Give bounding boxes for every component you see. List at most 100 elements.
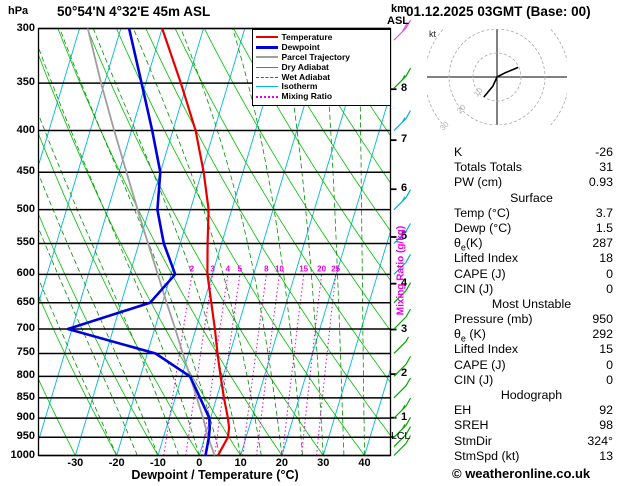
- wind-barb-half: [401, 117, 406, 123]
- wind-barb-full: [405, 282, 412, 292]
- metric-label: Lifted Index: [454, 251, 519, 266]
- wind-barb-shaft: [393, 118, 407, 131]
- pressure-tick-label: 300: [16, 21, 35, 34]
- mixing-ratio-value-label: 3: [210, 264, 215, 273]
- wind-barb-full: [405, 356, 412, 365]
- metric-label: Totals Totals: [454, 160, 522, 175]
- mixing-ratio-value-label: 15: [299, 264, 308, 273]
- metric-label: CIN (J): [454, 372, 494, 387]
- mixing-ratio-line: [316, 274, 337, 456]
- metric-label: θe(K): [454, 236, 483, 253]
- metric-value: 292: [592, 327, 613, 342]
- wind-barb-shaft: [393, 316, 407, 330]
- isotherm-line: [38, 28, 122, 305]
- wind-barb-shaft: [393, 27, 407, 41]
- isotherm-line: [322, 229, 391, 456]
- pressure-tick-label: 500: [16, 202, 35, 215]
- mixing-ratio-line: [281, 274, 305, 456]
- legend-item-label: Isotherm: [281, 81, 318, 92]
- table-row: StmSpd (kt) 13: [450, 449, 613, 464]
- metric-value: 0: [606, 372, 613, 387]
- wind-barb: [393, 356, 412, 377]
- legend-item-label: Dewpoint: [281, 41, 320, 52]
- dry-adiabat-line: [262, 28, 391, 232]
- table-row: Totals Totals 31: [450, 160, 613, 175]
- metric-label: K: [454, 145, 463, 159]
- wind-barbs: [393, 19, 412, 456]
- hodograph-unit-label: kt: [429, 29, 437, 39]
- table-row: Lifted Index 18: [450, 251, 613, 266]
- temp-tick-label: 20: [275, 457, 289, 469]
- indices-panel: K -26 Totals Totals 31 PW (cm) 0.93 Surface Tem…: [450, 145, 613, 464]
- station-title: 50°54'N 4°32'E 45m ASL: [57, 4, 211, 19]
- metric-label: Dewp (°C): [454, 220, 512, 235]
- table-row: Lifted Index 15: [450, 342, 613, 357]
- pressure-tick-label: 700: [16, 322, 35, 334]
- wind-barb-full: [405, 308, 412, 318]
- hodograph-rings: [427, 29, 567, 125]
- wind-barb-full: [405, 67, 412, 77]
- wind-barb: [393, 308, 412, 330]
- dry-adiabat-line: [38, 378, 76, 456]
- table-row: CAPE (J) 0: [450, 267, 613, 282]
- wind-barb-half: [405, 336, 410, 342]
- legend-line-sample: [255, 36, 278, 39]
- wind-barb-shaft: [393, 424, 407, 438]
- temp-tick-label: -20: [108, 457, 125, 469]
- isotherm-line: [74, 28, 204, 456]
- mixing-ratio-value-label: 4: [226, 264, 231, 273]
- mixing-ratio-value-label: 5: [238, 264, 243, 273]
- legend-item: Parcel Trajectory: [255, 51, 390, 62]
- isotherm-line: [116, 28, 246, 456]
- wind-barb: [393, 377, 412, 399]
- mixing-ratio-line: [201, 274, 229, 456]
- metric-label: CAPE (J): [454, 357, 506, 372]
- wind-barb: [393, 19, 412, 41]
- metric-value: 0: [606, 266, 613, 281]
- km-tick-label: 6: [401, 182, 408, 195]
- wind-barb-shaft: [393, 231, 407, 244]
- isotherm-line: [364, 367, 391, 456]
- metric-label: PW (cm): [454, 175, 503, 190]
- legend-item: Dewpoint: [255, 41, 390, 52]
- wind-barb-shaft: [393, 75, 407, 89]
- legend-line-sample: [255, 56, 278, 59]
- hodograph-ring-label: 20: [455, 102, 468, 115]
- wind-barb-shaft: [393, 290, 407, 304]
- table-row: θe (K) 292: [450, 327, 613, 343]
- pressure-tick-label: 950: [16, 430, 35, 443]
- pressure-axis-unit: hPa: [8, 5, 29, 17]
- wind-barb-full: [405, 377, 412, 387]
- temp-tick-label: 10: [234, 457, 247, 469]
- mixing-ratio-line: [256, 274, 280, 456]
- wind-barb-full: [405, 110, 412, 119]
- mixing-ratio-line: [185, 274, 214, 456]
- metric-label: CIN (J): [454, 281, 494, 296]
- metric-label: SREH: [454, 418, 489, 433]
- legend: Temperature Dewpoint Parcel Trajectory Dry …: [251, 28, 391, 106]
- temp-tick-label: 40: [358, 457, 371, 469]
- wind-barb-half: [401, 424, 406, 430]
- km-tick-label: 5: [401, 229, 408, 242]
- pressure-tick-label: 900: [16, 411, 35, 424]
- wind-barb: [393, 189, 412, 211]
- wind-barb: [393, 397, 412, 419]
- legend-item: Mixing Ratio: [255, 92, 390, 102]
- wind-barb: [393, 417, 412, 438]
- mixing-ratio-line: [242, 274, 267, 456]
- wind-barb-shaft: [393, 197, 407, 211]
- pressure-tick-label: 400: [16, 123, 35, 136]
- legend-item: Temperature: [255, 32, 390, 43]
- legend-item-label: Parcel Trajectory: [281, 51, 351, 62]
- wind-barb-full: [405, 19, 412, 29]
- wind-barb-full: [405, 397, 412, 407]
- metric-value: 92: [599, 403, 613, 418]
- wind-barb-full: [405, 435, 412, 444]
- mixing-ratio-value-label: 10: [275, 264, 284, 273]
- metric-label: StmSpd (kt): [454, 448, 520, 463]
- mixing-ratio-axis-title: Mixing Ratio (g/kg): [395, 225, 407, 316]
- legend-line-sample: [255, 86, 278, 88]
- pressure-tick-label: 1000: [10, 448, 35, 461]
- temperature-curve: [161, 28, 231, 456]
- metric-value: 0: [606, 281, 613, 296]
